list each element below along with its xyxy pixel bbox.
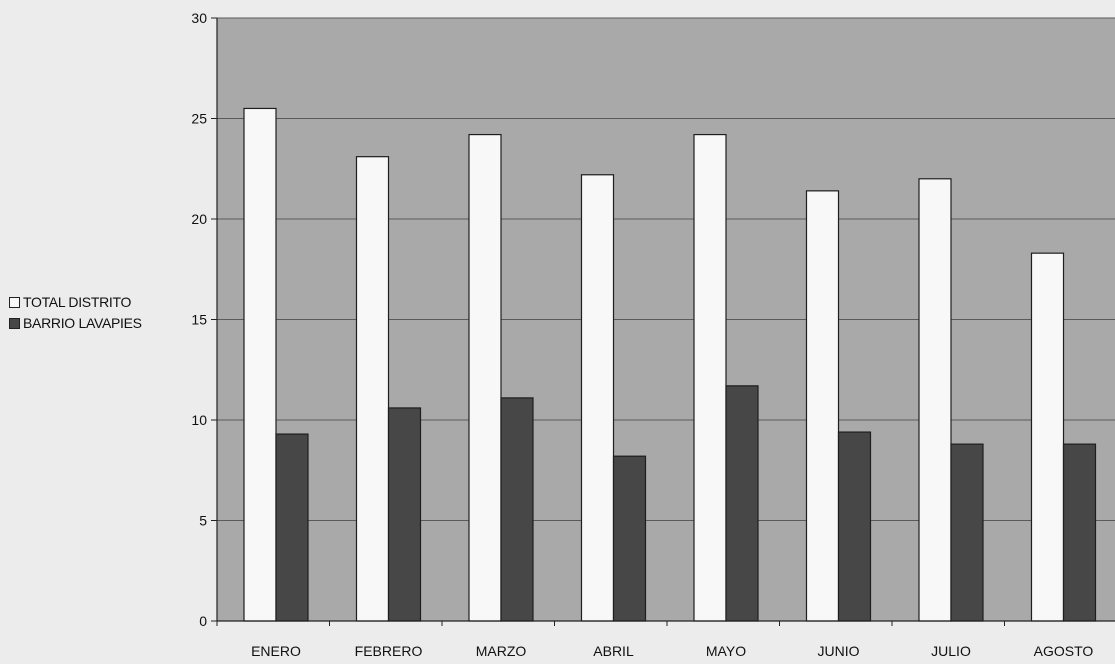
x-tick-label: ENERO: [251, 643, 301, 659]
legend-swatch-total-distrito: [9, 297, 20, 308]
bar-barrio-lavapies: [725, 385, 759, 622]
y-tick-label: 30: [191, 10, 207, 26]
x-tick-label: AGOSTO: [1034, 643, 1094, 659]
y-tick-label: 15: [191, 312, 207, 328]
y-tick-label: 20: [191, 211, 207, 227]
bars: [243, 107, 1097, 622]
axes: 0 5 10 15 20 25 30 ENERO FEBRERO MARZO ABRIL MAYO JU…: [191, 10, 1115, 659]
bar-total-distrito: [243, 107, 277, 622]
bar-total-distrito: [355, 156, 390, 622]
x-tick-label: JULIO: [931, 643, 971, 659]
bar-barrio-lavapies: [500, 397, 534, 622]
bar-barrio-lavapies: [275, 433, 309, 622]
bar-barrio-lavapies: [950, 443, 984, 622]
x-tick-label: MAYO: [706, 643, 746, 659]
bar-barrio-lavapies: [837, 431, 872, 622]
legend-item-total-distrito: TOTAL DISTRITO: [9, 292, 142, 313]
bar-total-distrito: [468, 133, 502, 622]
bar-barrio-lavapies: [612, 455, 647, 622]
y-tick-label: 10: [191, 412, 207, 428]
y-tick-label: 5: [199, 513, 207, 529]
x-tick-label: ABRIL: [593, 643, 634, 659]
bar-total-distrito: [1030, 252, 1065, 622]
legend-label-total-distrito: TOTAL DISTRITO: [23, 294, 132, 310]
bar-barrio-lavapies: [387, 407, 422, 622]
x-tick-label: JUNIO: [818, 643, 860, 659]
x-tick-label: FEBRERO: [355, 643, 423, 659]
y-tick-label: 25: [191, 111, 207, 127]
legend: TOTAL DISTRITO BARRIO LAVAPIES: [9, 292, 142, 334]
x-tick-label: MARZO: [476, 643, 527, 659]
legend-item-barrio-lavapies: BARRIO LAVAPIES: [9, 313, 142, 334]
bar-barrio-lavapies: [1062, 443, 1097, 622]
y-tick-label: 0: [199, 613, 207, 629]
bar-total-distrito: [580, 174, 615, 622]
bar-total-distrito: [918, 178, 952, 622]
legend-label-barrio-lavapies: BARRIO LAVAPIES: [23, 315, 142, 331]
bar-total-distrito: [693, 133, 727, 622]
bar-total-distrito: [805, 190, 840, 622]
legend-swatch-barrio-lavapies: [9, 318, 20, 329]
